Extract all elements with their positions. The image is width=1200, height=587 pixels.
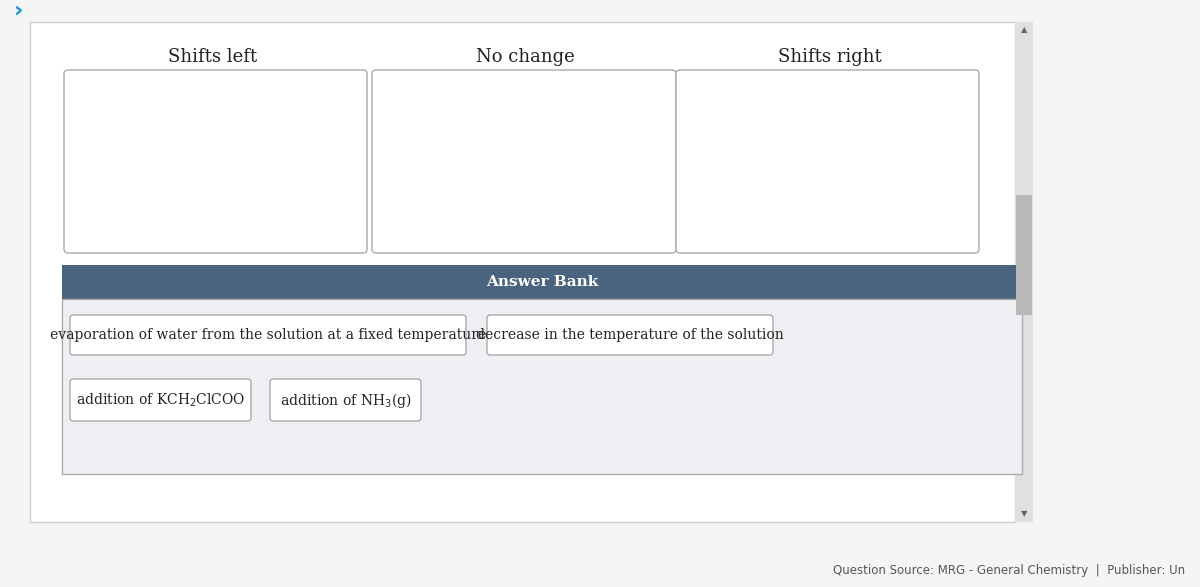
Text: ▼: ▼ — [1021, 510, 1027, 518]
FancyBboxPatch shape — [62, 299, 1022, 474]
FancyBboxPatch shape — [62, 265, 1022, 299]
FancyBboxPatch shape — [64, 70, 367, 253]
Text: evaporation of water from the solution at a fixed temperature: evaporation of water from the solution a… — [50, 328, 486, 342]
FancyBboxPatch shape — [487, 315, 773, 355]
Text: addition of KCH$_2$ClCOO: addition of KCH$_2$ClCOO — [76, 392, 245, 409]
Text: Question Source: MRG - General Chemistry  |  Publisher: Un: Question Source: MRG - General Chemistry… — [833, 564, 1186, 577]
Text: Shifts right: Shifts right — [778, 48, 882, 66]
FancyBboxPatch shape — [70, 315, 466, 355]
Text: ▲: ▲ — [1021, 25, 1027, 35]
FancyBboxPatch shape — [70, 379, 251, 421]
FancyBboxPatch shape — [270, 379, 421, 421]
Text: ›: › — [13, 0, 23, 20]
FancyBboxPatch shape — [30, 22, 1015, 522]
Text: Shifts left: Shifts left — [168, 48, 258, 66]
Text: addition of NH$_3$(g): addition of NH$_3$(g) — [280, 390, 412, 410]
FancyBboxPatch shape — [372, 70, 676, 253]
Text: No change: No change — [475, 48, 575, 66]
Text: ›: › — [14, 1, 22, 19]
FancyBboxPatch shape — [676, 70, 979, 253]
FancyBboxPatch shape — [1015, 22, 1033, 522]
Text: decrease in the temperature of the solution: decrease in the temperature of the solut… — [476, 328, 784, 342]
Text: Answer Bank: Answer Bank — [486, 275, 598, 289]
FancyBboxPatch shape — [1016, 195, 1032, 315]
